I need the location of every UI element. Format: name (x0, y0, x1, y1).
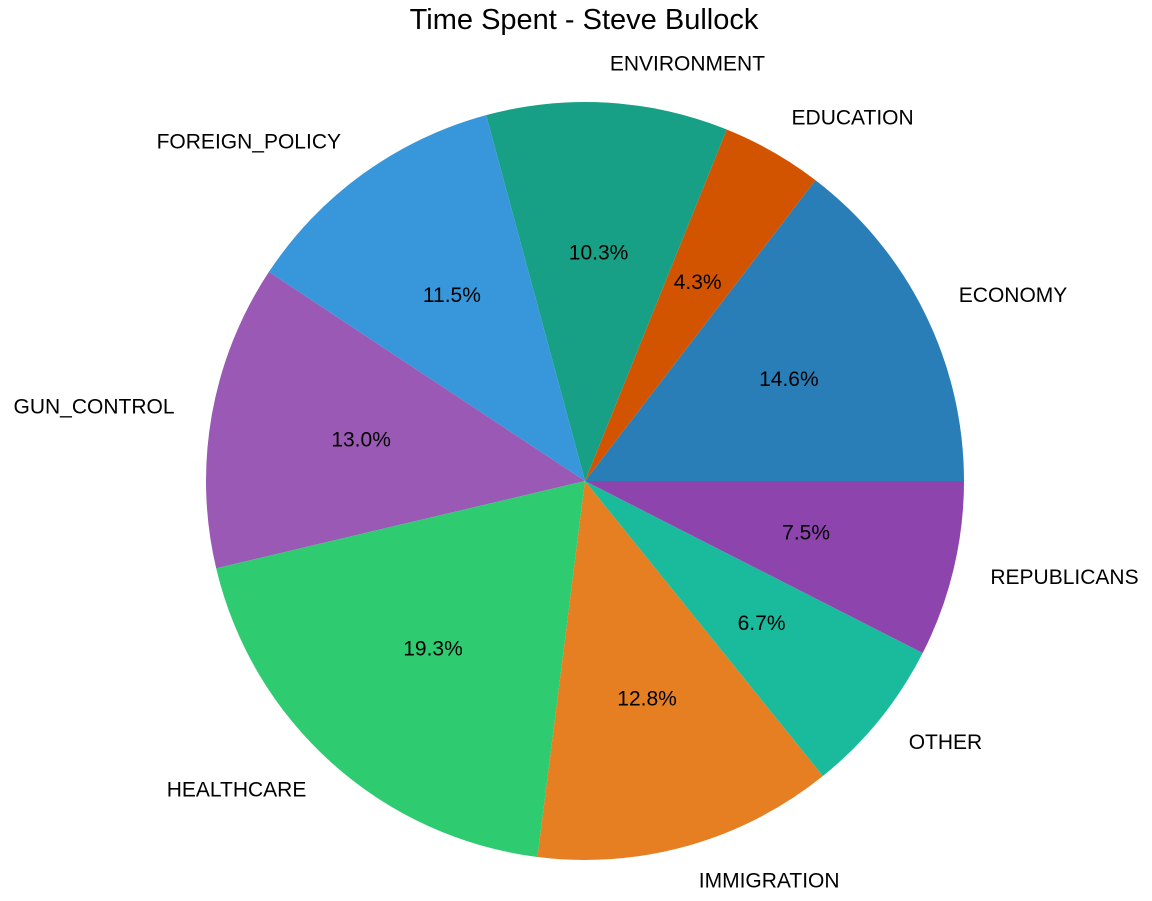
pie-percent-label-republicans: 7.5% (782, 522, 830, 545)
pie-category-labels: ECONOMY EDUCATION ENVIRONMENT FOREIGN_POLIC… (14, 52, 1139, 892)
chart-title: Time Spent - Steve Bullock (410, 4, 759, 36)
pie-percent-labels: 14.6% 4.3% 10.3% 11.5% 13.0% 19.3% 12.8% 6.7% 7.… (331, 242, 830, 711)
pie-slice-education (585, 129, 816, 481)
pie-percent-label-economy: 14.6% (759, 368, 819, 391)
pie-category-label-republicans: REPUBLICANS (990, 566, 1138, 589)
pie-category-label-economy: ECONOMY (959, 284, 1068, 307)
pie-slice-immigration (537, 481, 823, 860)
pie-slice-other (585, 481, 923, 777)
pie-category-label-education: EDUCATION (792, 106, 914, 129)
pie-slice-republicans (585, 481, 964, 654)
pie-category-label-immigration: IMMIGRATION (699, 870, 840, 893)
pie-slices (206, 102, 964, 860)
pie-percent-label-education: 4.3% (674, 271, 722, 294)
pie-percent-label-immigration: 12.8% (617, 687, 677, 710)
pie-slice-foreign-policy (268, 115, 585, 481)
pie-category-label-environment: ENVIRONMENT (610, 52, 765, 75)
pie-slice-environment (486, 102, 727, 481)
pie-slice-economy (585, 180, 964, 481)
pie-category-label-healthcare: HEALTHCARE (167, 779, 307, 802)
pie-percent-label-healthcare: 19.3% (403, 638, 463, 661)
pie-category-label-foreign-policy: FOREIGN_POLICY (157, 130, 341, 153)
pie-slice-gun-control (206, 271, 585, 569)
pie-category-label-other: OTHER (909, 731, 983, 754)
pie-percent-label-environment: 10.3% (569, 242, 629, 265)
pie-percent-label-other: 6.7% (738, 612, 786, 635)
pie-category-label-gun-control: GUN_CONTROL (14, 396, 175, 419)
pie-percent-label-foreign-policy: 11.5% (423, 284, 481, 307)
pie-percent-label-gun-control: 13.0% (331, 429, 391, 452)
pie-slice-healthcare (216, 481, 585, 858)
